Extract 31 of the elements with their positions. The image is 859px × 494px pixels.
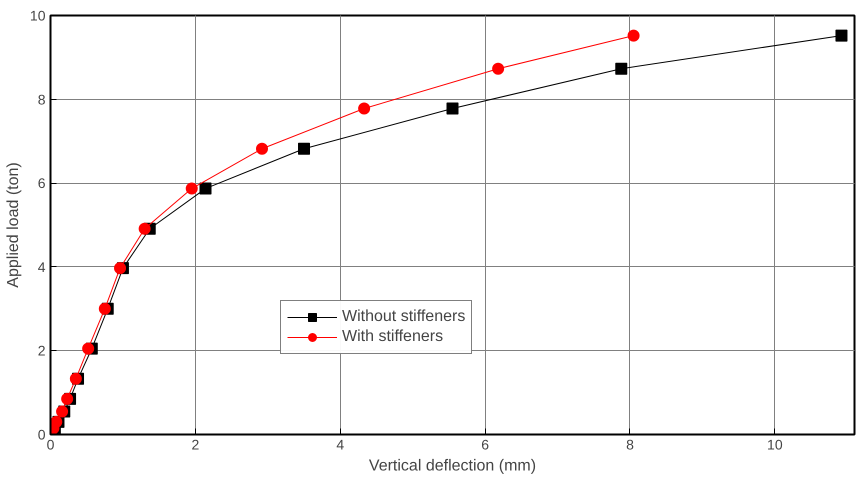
point — [628, 30, 640, 42]
legend-label: With stiffeners — [342, 328, 444, 346]
point — [615, 62, 628, 75]
y-tick-label: 8 — [38, 91, 46, 108]
y-tick-label: 10 — [30, 8, 46, 24]
point — [138, 222, 151, 235]
point — [114, 262, 126, 274]
x-tick-label: 10 — [767, 436, 783, 452]
point — [186, 182, 198, 195]
y-tick-label: 0 — [38, 426, 46, 442]
point — [61, 392, 74, 405]
legend-label: Without stiffeners — [342, 308, 466, 326]
point — [835, 30, 848, 42]
x-tick-label: 8 — [626, 436, 634, 452]
point — [98, 302, 111, 315]
x-tick-label: 6 — [481, 436, 490, 452]
point — [256, 142, 268, 155]
point — [70, 372, 82, 385]
x-axis-title: Vertical deflection (mm) — [368, 458, 536, 474]
y-tick-label: 6 — [38, 175, 46, 192]
point — [200, 182, 212, 195]
point — [446, 102, 458, 115]
x-tick-label: 2 — [191, 436, 200, 452]
y-axis-title: Applied load (ton) — [4, 162, 22, 288]
point — [82, 342, 94, 355]
point — [298, 142, 310, 155]
x-tick-label: 4 — [336, 436, 344, 452]
y-tick-label: 2 — [38, 342, 46, 359]
point — [492, 62, 504, 75]
point — [358, 102, 370, 115]
y-tick-label: 4 — [38, 258, 46, 275]
